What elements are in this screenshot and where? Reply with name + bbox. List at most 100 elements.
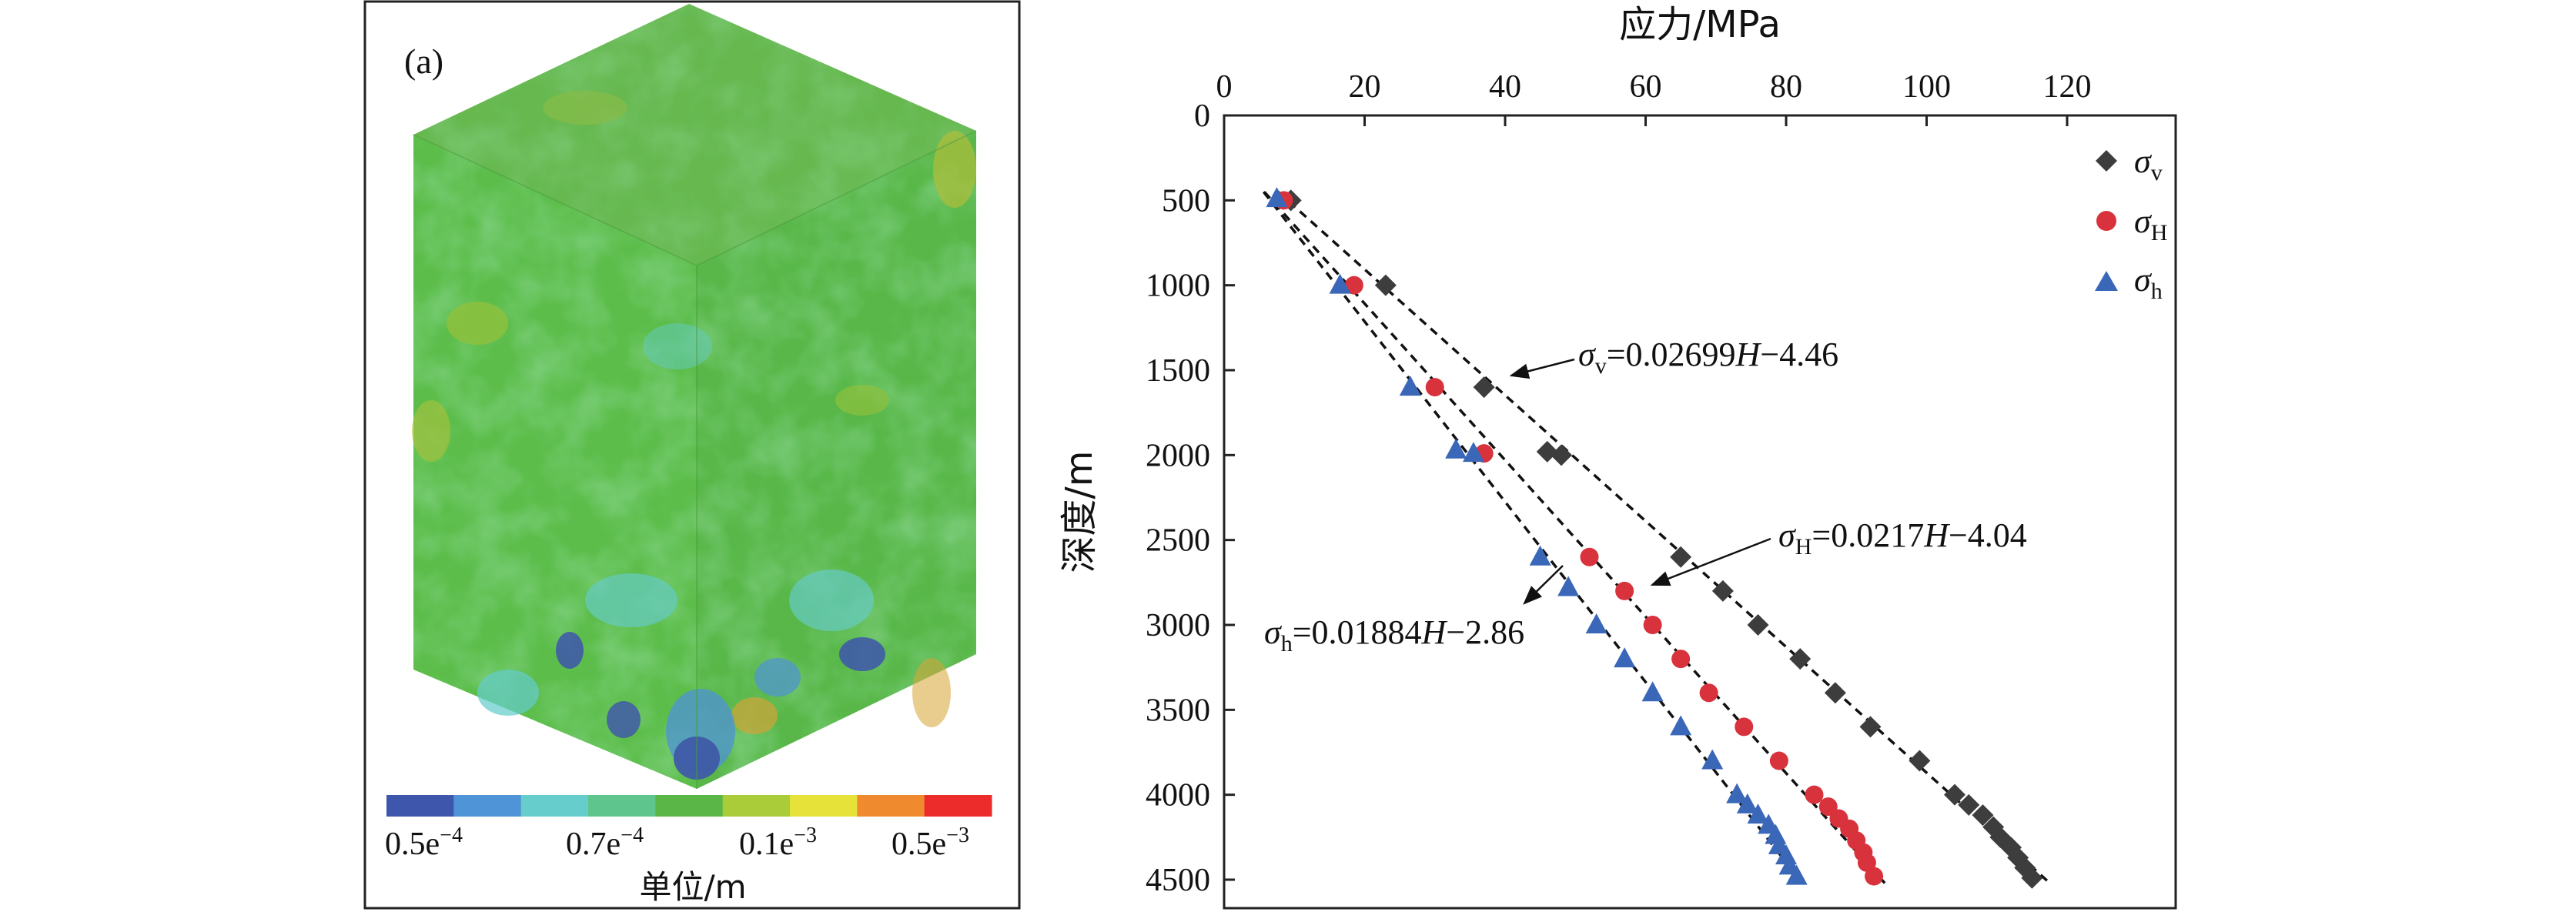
- annotation-sigma-h: σh=0.01884H−2.86: [1264, 565, 1564, 656]
- y-tick-label: 4500: [1146, 863, 1210, 898]
- colorbar-tick-label: 0.7e−4: [566, 823, 644, 862]
- data-point-triangle: [1399, 376, 1421, 396]
- data-point-circle: [1865, 867, 1884, 886]
- data-point-triangle: [1641, 681, 1664, 702]
- data-point-circle: [1805, 785, 1824, 804]
- contour-patches: [412, 4, 976, 789]
- data-point-triangle: [1529, 545, 1551, 566]
- x-axis-title: 应力/MPa: [1619, 3, 1781, 46]
- colorbar-swatch: [790, 795, 858, 817]
- data-points: [1266, 187, 2043, 889]
- colorbar-swatch: [924, 795, 992, 817]
- data-point-circle: [1671, 650, 1691, 669]
- colorbar-swatch: [520, 795, 589, 817]
- y-tick-label: 4000: [1146, 778, 1210, 813]
- legend-marker-diamond: [2096, 150, 2117, 172]
- data-point-triangle: [1585, 613, 1607, 633]
- panel-b: 0 20 40 60 80 100 120 0 500 1000 1500 2000 2500 3000…: [1058, 3, 2177, 910]
- x-tick-label: 100: [1902, 69, 1951, 105]
- y-tick-label: 500: [1162, 183, 1210, 219]
- colorbar-tick-label: 0.1e−3: [739, 823, 817, 862]
- legend-item: σH: [2096, 202, 2167, 246]
- legend-label: σH: [2134, 202, 2167, 246]
- data-point-diamond: [1859, 716, 1882, 738]
- legend-label: σv: [2134, 142, 2163, 185]
- data-point-circle: [1425, 378, 1444, 397]
- x-tick-label: 80: [1770, 69, 1802, 105]
- data-point-diamond: [2021, 867, 2043, 889]
- data-point-circle: [1580, 547, 1599, 566]
- data-point-triangle: [1747, 803, 1769, 824]
- data-point-triangle: [1445, 438, 1467, 459]
- annotation-text: σH=0.0217H−4.04: [1778, 516, 2027, 560]
- data-point-diamond: [1747, 614, 1769, 636]
- y-tick-label: 0: [1194, 99, 1210, 134]
- data-point-triangle: [1266, 187, 1288, 208]
- legend-marker-triangle: [2095, 271, 2118, 291]
- panel-a: (a): [363, 0, 1021, 910]
- fit-line: [1262, 191, 1804, 884]
- data-point-circle: [1818, 797, 1838, 817]
- legend-item: σv: [2096, 142, 2163, 185]
- plot-frame: [1223, 114, 2177, 910]
- legend: σv σH σh: [2095, 142, 2167, 304]
- data-point-triangle: [1557, 576, 1580, 596]
- annotation-sigma-v: σv=0.02699H−4.46: [1509, 336, 1838, 379]
- colorbar-unit-label: 单位/m: [639, 868, 746, 906]
- annotation-arrow: [1509, 358, 1575, 379]
- data-point-triangle: [1670, 715, 1692, 736]
- data-point-diamond: [1711, 580, 1734, 602]
- panel-a-label: (a): [404, 42, 443, 81]
- annotation-arrow: [1523, 565, 1564, 605]
- data-point-triangle: [1726, 783, 1748, 803]
- legend-marker-circle: [2096, 211, 2116, 231]
- x-tick-label: 20: [1349, 69, 1381, 105]
- x-tick-label: 60: [1630, 69, 1662, 105]
- data-point-circle: [1615, 581, 1634, 600]
- displacement-cube: [412, 4, 977, 789]
- panel-a-frame: [363, 0, 1021, 910]
- data-point-diamond: [1551, 444, 1572, 466]
- x-tick-label: 120: [2043, 69, 2092, 105]
- colorbar-swatch: [655, 795, 724, 817]
- annotation-arrow: [1650, 537, 1771, 586]
- data-point-diamond: [1972, 804, 1994, 827]
- data-point-triangle: [1462, 442, 1484, 463]
- y-tick-label: 1000: [1146, 269, 1210, 304]
- data-point-circle: [1769, 751, 1788, 770]
- data-point-triangle: [1614, 647, 1636, 668]
- colorbar: [386, 795, 992, 817]
- colorbar-swatch: [857, 795, 925, 817]
- x-tick-label: 40: [1489, 69, 1521, 105]
- data-point-diamond: [1944, 783, 1965, 806]
- data-point-circle: [1857, 853, 1876, 872]
- data-point-diamond: [1670, 546, 1692, 568]
- data-point-circle: [1735, 717, 1754, 737]
- data-point-triangle: [1701, 749, 1724, 770]
- data-point-triangle: [1329, 273, 1351, 294]
- data-point-circle: [1643, 616, 1662, 634]
- colorbar-tick-labels: 0.5e−4 0.7e−4 0.1e−3 0.5e−3: [385, 823, 969, 862]
- legend-item: σh: [2095, 261, 2163, 304]
- y-tick-label: 3500: [1146, 693, 1210, 728]
- x-tick-label: 0: [1216, 69, 1233, 105]
- colorbar-tick-label: 0.5e−4: [385, 823, 463, 862]
- data-point-diamond: [1824, 682, 1846, 704]
- y-tick-label: 3000: [1146, 608, 1210, 643]
- y-tick-label: 2500: [1146, 523, 1210, 559]
- y-axis-title: 深度/m: [1058, 451, 1101, 573]
- annotation-sigma-H: σH=0.0217H−4.04: [1650, 516, 2027, 586]
- data-point-triangle: [1736, 793, 1758, 813]
- y-tick-label: 2000: [1146, 438, 1210, 473]
- data-point-diamond: [1473, 376, 1495, 399]
- data-point-circle: [1699, 683, 1718, 703]
- colorbar-swatch: [588, 795, 656, 817]
- data-point-diamond: [1958, 793, 1980, 816]
- colorbar-swatch: [386, 795, 454, 817]
- data-point-diamond: [1909, 750, 1931, 772]
- colorbar-tick-label: 0.5e−3: [892, 823, 969, 862]
- legend-label: σh: [2134, 261, 2163, 304]
- y-axis: 0 500 1000 1500 2000 2500 3000 3500 4000 4500: [1146, 99, 1235, 898]
- data-point-triangle: [1785, 864, 1808, 885]
